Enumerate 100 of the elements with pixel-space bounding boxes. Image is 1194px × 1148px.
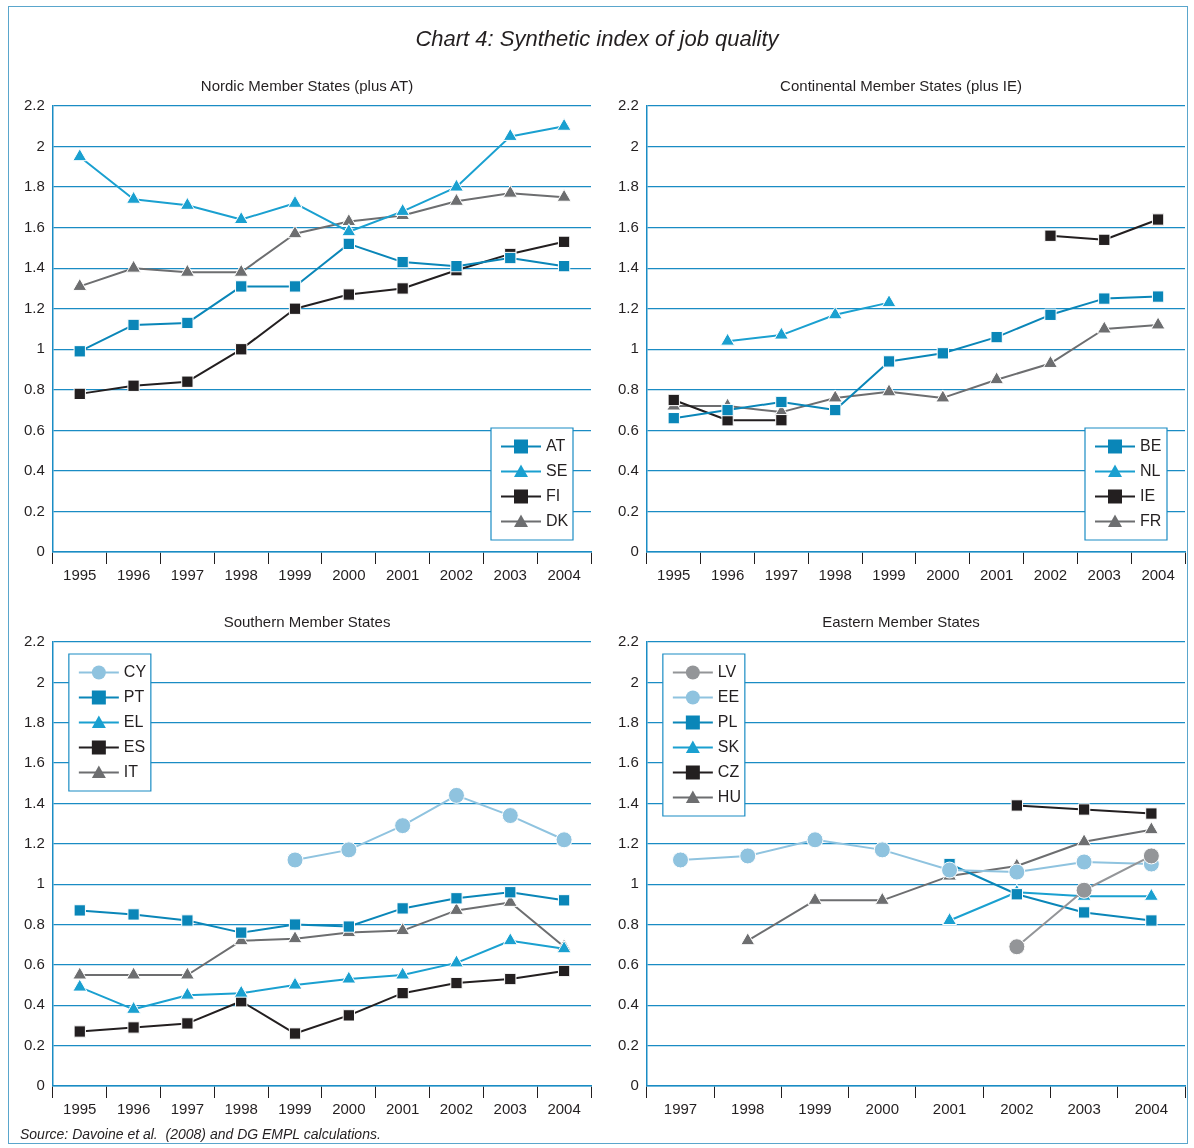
y-tick-label: 1.2 xyxy=(23,298,45,316)
x-tick-label: 2003 xyxy=(493,566,527,584)
chart-title: Continental Member States (plus IE) xyxy=(780,77,1022,95)
x-tick-label: 1999 xyxy=(278,566,312,584)
y-tick-label: 2 xyxy=(36,672,45,690)
legend-label: BE xyxy=(1140,436,1162,454)
y-tick-label: 1.6 xyxy=(23,217,45,235)
x-tick-label: 2000 xyxy=(865,1100,899,1118)
y-tick-label: 1 xyxy=(630,874,639,892)
y-tick-label: 0.2 xyxy=(617,1035,639,1053)
legend-label: ES xyxy=(123,737,146,755)
x-tick-label: 1995 xyxy=(63,566,97,584)
y-tick-label: 1.2 xyxy=(617,298,639,316)
x-tick-label: 2004 xyxy=(547,1100,581,1118)
y-tick-label: 1 xyxy=(36,339,45,357)
y-tick-label: 1.2 xyxy=(617,833,639,851)
legend-label: IT xyxy=(123,762,139,780)
y-tick-label: 0.6 xyxy=(617,955,639,973)
x-tick-label: 1996 xyxy=(116,1100,151,1118)
caption: Chart 4: Synthetic index of job quality xyxy=(414,26,781,52)
y-tick-label: 0.4 xyxy=(23,461,45,479)
x-tick-label: 1997 xyxy=(170,1100,205,1118)
y-tick-label: 1.8 xyxy=(617,177,639,195)
legend-label: IE xyxy=(1140,486,1156,504)
x-tick-label: 1999 xyxy=(278,1100,312,1118)
y-tick-label: 2.2 xyxy=(617,632,639,650)
legend-label: EE xyxy=(717,687,740,705)
y-tick-label: 0.8 xyxy=(23,914,45,932)
x-tick-label: 1997 xyxy=(764,566,799,584)
x-tick-label: 2004 xyxy=(547,566,581,584)
legend-label: EL xyxy=(123,712,144,730)
legend-label: DK xyxy=(546,511,569,529)
y-tick-label: 0.2 xyxy=(23,1035,45,1053)
chart-title: Nordic Member States (plus AT) xyxy=(200,77,414,95)
y-tick-label: 1 xyxy=(36,874,45,892)
y-tick-label: 0.8 xyxy=(23,379,45,397)
y-tick-label: 0 xyxy=(36,1076,45,1094)
y-tick-label: 1 xyxy=(630,339,639,357)
x-tick-label: 2001 xyxy=(385,1100,420,1118)
x-tick-label: 1996 xyxy=(710,566,745,584)
x-tick-label: 1996 xyxy=(116,566,151,584)
y-tick-label: 1.8 xyxy=(23,177,45,195)
legend-label: FR xyxy=(1140,511,1162,529)
x-tick-label: 1997 xyxy=(663,1100,698,1118)
y-tick-label: 2 xyxy=(36,136,45,154)
y-tick-label: 2 xyxy=(630,672,639,690)
y-tick-label: 0.6 xyxy=(23,420,45,438)
chart-title: Southern Member States xyxy=(223,613,391,631)
y-tick-label: 1.6 xyxy=(23,753,45,771)
legend-label: SK xyxy=(717,737,740,755)
x-tick-label: 2003 xyxy=(1067,1100,1101,1118)
x-tick-label: 1995 xyxy=(63,1100,97,1118)
x-tick-label: 2001 xyxy=(979,566,1014,584)
y-tick-label: 0 xyxy=(630,542,639,560)
y-tick-label: 2.2 xyxy=(617,96,639,114)
x-tick-label: 1998 xyxy=(224,566,258,584)
y-tick-label: 0.6 xyxy=(23,955,45,973)
y-tick-label: 2.2 xyxy=(23,632,45,650)
legend-label: CY xyxy=(123,662,147,680)
x-tick-label: 2000 xyxy=(332,566,366,584)
x-tick-label: 1995 xyxy=(657,566,691,584)
x-tick-label: 2002 xyxy=(1033,566,1068,584)
x-tick-label: 2001 xyxy=(932,1100,967,1118)
legend-label: NL xyxy=(1140,461,1161,479)
y-tick-label: 0 xyxy=(630,1076,639,1094)
y-tick-label: 1.2 xyxy=(23,833,45,851)
y-tick-label: 1.4 xyxy=(23,793,45,811)
x-tick-label: 2002 xyxy=(439,566,474,584)
x-tick-label: 2003 xyxy=(1087,566,1121,584)
y-tick-label: 0.4 xyxy=(23,995,45,1013)
chart-title: Eastern Member States xyxy=(822,613,980,631)
legend-label: AT xyxy=(546,436,566,454)
y-tick-label: 0.6 xyxy=(617,420,639,438)
x-tick-label: 1998 xyxy=(224,1100,258,1118)
y-tick-label: 0.4 xyxy=(617,995,639,1013)
x-tick-label: 2003 xyxy=(493,1100,527,1118)
legend-label: PT xyxy=(123,687,145,705)
legend-label: HU xyxy=(717,787,741,805)
legend-label: PL xyxy=(717,712,738,730)
source-note: Source: Davoine et al. (2008) and DG EMPL calculations. xyxy=(20,1126,381,1142)
y-tick-label: 2 xyxy=(630,136,639,154)
y-tick-label: 1.4 xyxy=(23,258,45,276)
y-tick-label: 2.2 xyxy=(23,96,45,114)
y-tick-label: 1.8 xyxy=(617,712,639,730)
y-tick-label: 1.4 xyxy=(617,793,639,811)
y-tick-label: 1.8 xyxy=(23,712,45,730)
x-tick-label: 1997 xyxy=(170,566,205,584)
y-tick-label: 1.4 xyxy=(617,258,639,276)
y-tick-label: 0.4 xyxy=(617,461,639,479)
x-tick-label: 2000 xyxy=(926,566,960,584)
x-tick-label: 2001 xyxy=(385,566,420,584)
x-tick-label: 1998 xyxy=(818,566,852,584)
x-tick-label: 2002 xyxy=(439,1100,474,1118)
legend-label: CZ xyxy=(717,762,740,780)
y-tick-label: 0 xyxy=(36,542,45,560)
x-tick-label: 1998 xyxy=(731,1100,765,1118)
y-tick-label: 0.2 xyxy=(617,501,639,519)
x-tick-label: 2000 xyxy=(332,1100,366,1118)
legend-label: LV xyxy=(717,662,737,680)
y-tick-label: 1.6 xyxy=(617,217,639,235)
